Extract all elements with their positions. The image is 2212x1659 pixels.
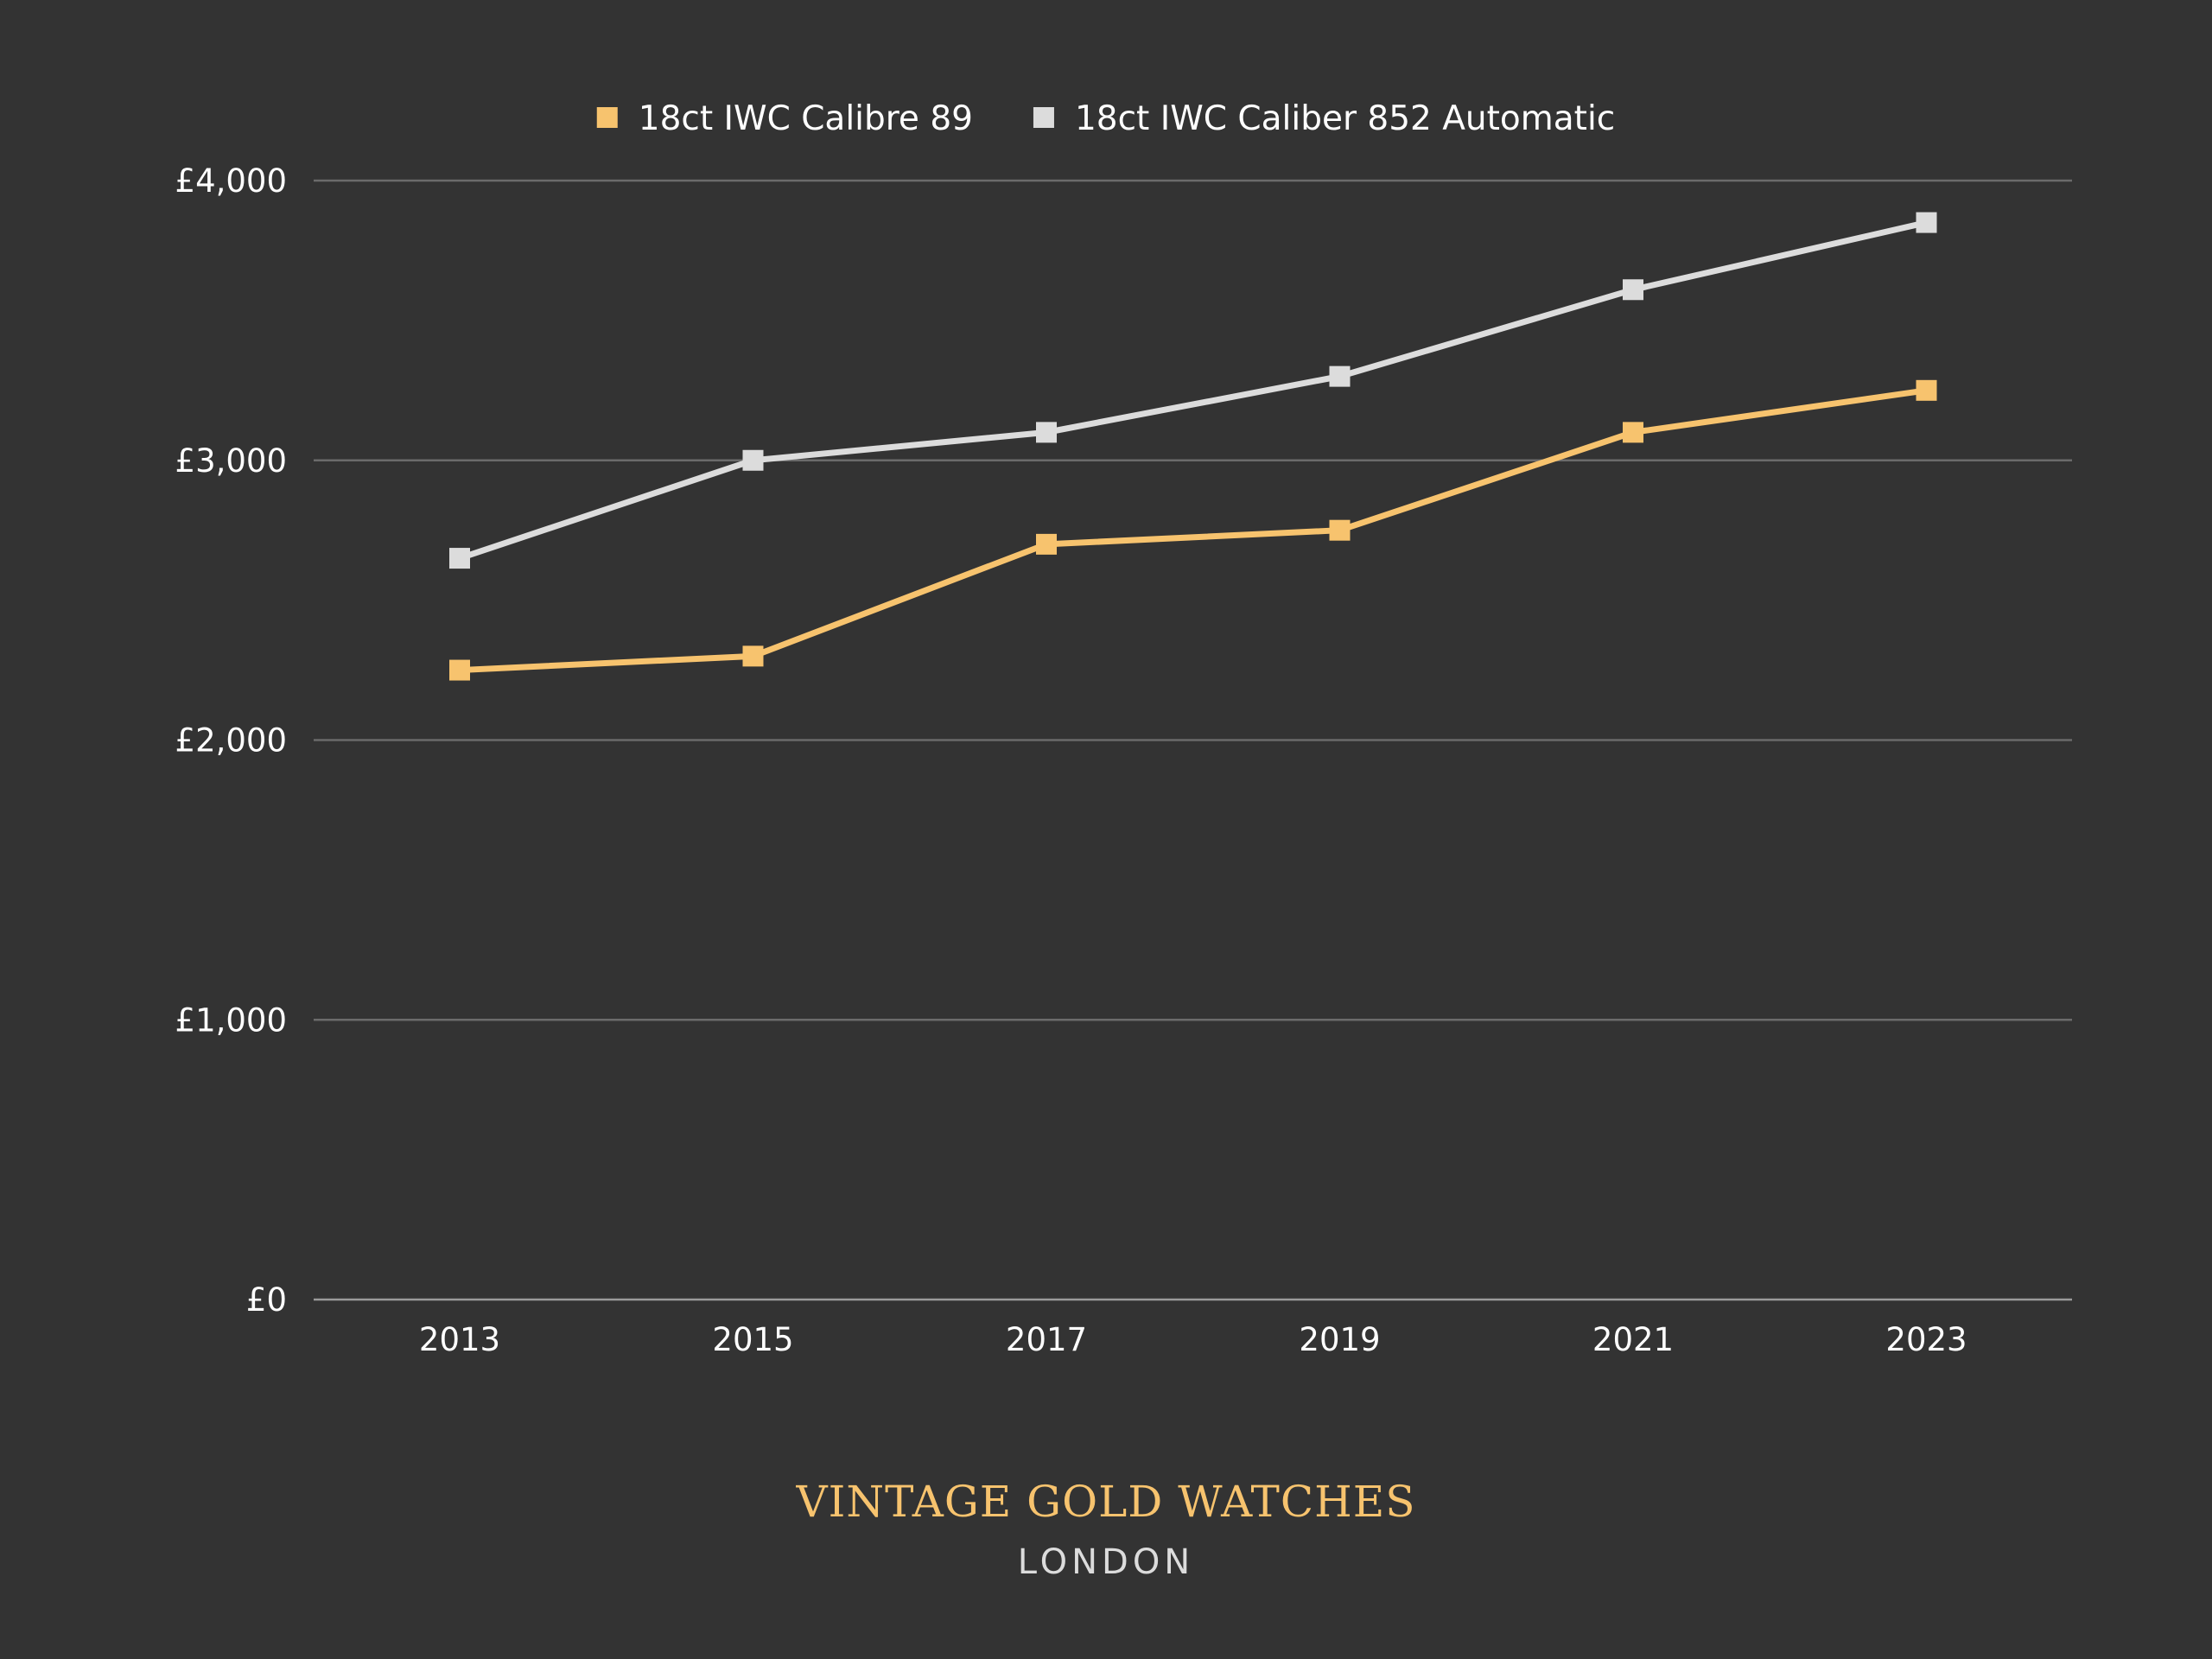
- x-tick-label: 2015: [712, 1321, 793, 1358]
- x-tick-label: 2019: [1299, 1321, 1380, 1358]
- y-tick-label: £4,000: [175, 162, 287, 200]
- series-group: [449, 212, 1937, 681]
- data-point-marker: [1036, 533, 1057, 555]
- legend: 18ct IWC Calibre 89 18ct IWC Caliber 852 …: [596, 99, 1615, 138]
- data-point-marker: [1329, 519, 1351, 541]
- x-tick-label: 2023: [1885, 1321, 1967, 1358]
- data-point-marker: [449, 548, 470, 569]
- legend-label: 18ct IWC Calibre 89: [639, 99, 973, 138]
- y-tick-label: £2,000: [175, 722, 287, 760]
- legend-swatch: [596, 107, 618, 128]
- x-axis-tick-labels: 2013 2015 2017 2019 2021 2023: [419, 1321, 1967, 1358]
- data-point-marker: [1916, 212, 1937, 233]
- series-line: [456, 219, 1929, 562]
- y-tick-label: £0: [246, 1281, 287, 1319]
- data-point-marker: [1623, 422, 1643, 443]
- series-line: [456, 387, 1929, 674]
- data-point-marker: [742, 645, 764, 667]
- series-line-group: [449, 379, 1937, 681]
- legend-label: 18ct IWC Caliber 852 Automatic: [1075, 99, 1615, 138]
- x-tick-label: 2017: [1006, 1321, 1087, 1358]
- data-point-marker: [449, 659, 470, 681]
- data-point-marker: [1623, 279, 1643, 301]
- legend-swatch: [1033, 107, 1054, 128]
- y-tick-label: £3,000: [175, 442, 287, 480]
- y-tick-label: £1,000: [175, 1001, 287, 1039]
- x-tick-label: 2021: [1592, 1321, 1674, 1358]
- x-tick-label: 2013: [419, 1321, 500, 1358]
- data-point-marker: [1916, 379, 1937, 401]
- brand-city: LONDON: [1017, 1542, 1195, 1582]
- legend-item: 18ct IWC Calibre 89: [596, 99, 973, 138]
- brand-name: VINTAGE GOLD WATCHES: [796, 1477, 1416, 1527]
- grid-lines: [314, 179, 2072, 1301]
- data-point-marker: [1036, 422, 1057, 443]
- legend-item: 18ct IWC Caliber 852 Automatic: [1033, 99, 1615, 138]
- data-point-marker: [742, 449, 764, 471]
- y-axis-tick-labels: £0 £1,000 £2,000 £3,000 £4,000: [175, 162, 287, 1319]
- data-point-marker: [1329, 365, 1351, 387]
- series-line-group: [449, 212, 1937, 569]
